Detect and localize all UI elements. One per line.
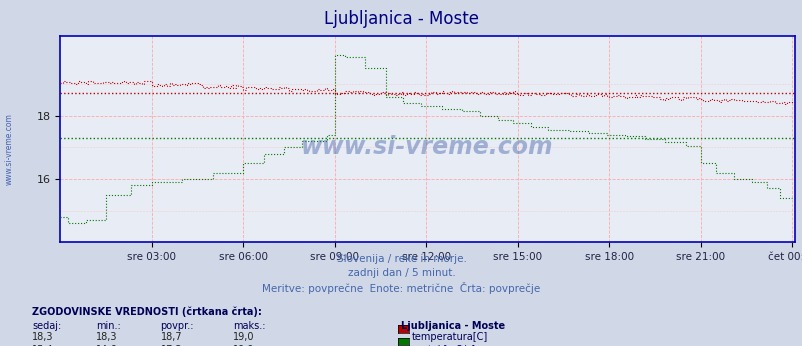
Text: 19,9: 19,9 bbox=[233, 345, 254, 346]
Text: www.si-vreme.com: www.si-vreme.com bbox=[5, 113, 14, 185]
Text: ZGODOVINSKE VREDNOSTI (črtkana črta):: ZGODOVINSKE VREDNOSTI (črtkana črta): bbox=[32, 306, 261, 317]
Text: min.:: min.: bbox=[96, 321, 121, 331]
Text: 18,3: 18,3 bbox=[32, 332, 54, 342]
Text: 18,7: 18,7 bbox=[160, 332, 182, 342]
Text: Ljubljanica - Moste: Ljubljanica - Moste bbox=[323, 10, 479, 28]
Text: 17,3: 17,3 bbox=[160, 345, 182, 346]
Text: maks.:: maks.: bbox=[233, 321, 265, 331]
Text: 14,6: 14,6 bbox=[96, 345, 118, 346]
Text: Slovenija / reke in morje.: Slovenija / reke in morje. bbox=[336, 254, 466, 264]
Text: 18,3: 18,3 bbox=[96, 332, 118, 342]
Text: 15,4: 15,4 bbox=[32, 345, 54, 346]
Text: 19,0: 19,0 bbox=[233, 332, 254, 342]
Text: Meritve: povprečne  Enote: metrične  Črta: povprečje: Meritve: povprečne Enote: metrične Črta:… bbox=[262, 282, 540, 294]
Text: www.si-vreme.com: www.si-vreme.com bbox=[301, 136, 553, 160]
Text: temperatura[C]: temperatura[C] bbox=[411, 332, 488, 342]
Text: zadnji dan / 5 minut.: zadnji dan / 5 minut. bbox=[347, 268, 455, 278]
Text: sedaj:: sedaj: bbox=[32, 321, 61, 331]
Text: Ljubljanica - Moste: Ljubljanica - Moste bbox=[401, 321, 505, 331]
Text: povpr.:: povpr.: bbox=[160, 321, 194, 331]
Text: pretok[m3/s]: pretok[m3/s] bbox=[411, 345, 475, 346]
